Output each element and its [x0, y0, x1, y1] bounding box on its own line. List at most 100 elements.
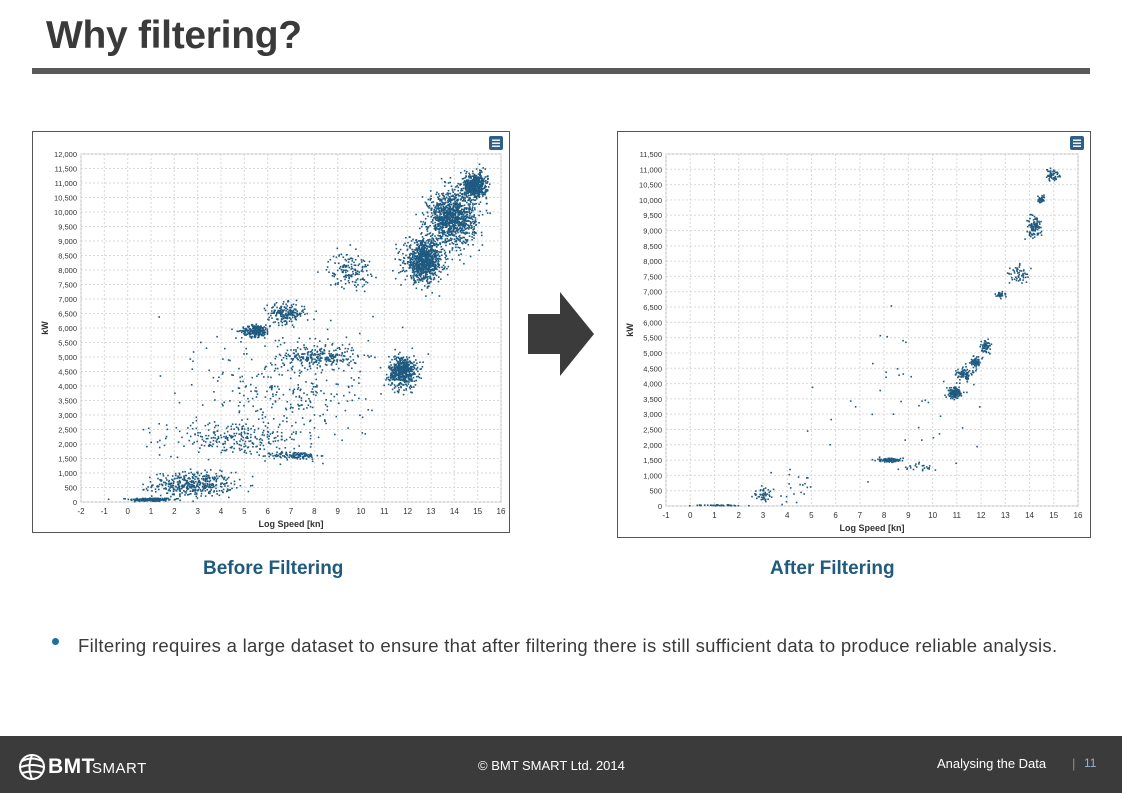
data-point — [285, 408, 288, 411]
data-point — [267, 452, 269, 455]
data-point — [466, 232, 468, 234]
data-point — [412, 275, 414, 277]
data-point — [455, 217, 458, 220]
data-point — [403, 384, 405, 386]
data-point — [428, 249, 430, 252]
data-point — [276, 312, 278, 315]
data-point — [167, 483, 170, 485]
data-point — [411, 347, 414, 350]
data-point — [269, 443, 272, 445]
data-point — [471, 207, 474, 210]
data-point — [285, 453, 287, 455]
data-point — [331, 354, 333, 356]
data-point — [425, 260, 428, 262]
data-point — [444, 251, 447, 254]
data-point — [300, 388, 302, 391]
data-point — [207, 480, 209, 482]
data-point — [462, 181, 465, 184]
data-point — [336, 354, 339, 356]
data-point — [473, 184, 476, 187]
data-point — [261, 434, 264, 436]
data-point — [469, 213, 471, 215]
data-point — [152, 484, 154, 486]
data-point — [290, 367, 293, 369]
data-point — [461, 227, 464, 229]
data-point — [193, 486, 195, 489]
data-point — [250, 330, 252, 333]
data-point — [412, 372, 415, 375]
data-point — [439, 199, 441, 202]
data-point — [290, 349, 292, 351]
data-point — [348, 362, 351, 364]
data-point — [332, 361, 335, 363]
data-point — [255, 390, 258, 392]
data-point — [286, 308, 289, 311]
data-point — [464, 224, 467, 227]
data-point — [357, 284, 359, 286]
data-point — [344, 266, 346, 268]
data-point — [230, 428, 233, 430]
data-point — [428, 207, 430, 209]
data-point — [410, 258, 413, 261]
data-point — [275, 355, 277, 358]
data-point — [401, 374, 404, 376]
data-point — [445, 206, 447, 208]
data-point — [404, 278, 407, 281]
data-point — [456, 226, 458, 229]
data-point — [213, 491, 215, 493]
data-point — [223, 477, 225, 480]
data-point — [264, 425, 267, 427]
data-point — [472, 209, 474, 212]
grid-lines — [80, 153, 502, 503]
data-point — [412, 264, 415, 266]
data-point — [342, 256, 345, 258]
data-point — [323, 392, 325, 395]
data-point — [451, 198, 454, 201]
data-point — [441, 219, 443, 221]
data-point — [213, 426, 216, 429]
data-point — [361, 285, 364, 288]
data-point — [249, 450, 251, 453]
data-point — [393, 384, 396, 386]
data-point — [285, 322, 288, 325]
data-point — [202, 486, 204, 489]
data-point — [448, 210, 450, 212]
data-point — [344, 275, 346, 278]
data-point — [218, 441, 221, 443]
data-point — [393, 363, 396, 365]
data-point — [401, 365, 403, 367]
data-point — [147, 498, 149, 501]
data-point — [240, 434, 242, 436]
data-point — [326, 266, 329, 268]
data-point — [438, 270, 441, 273]
data-point — [438, 195, 441, 197]
data-point — [354, 281, 356, 283]
data-point — [142, 483, 144, 486]
data-point — [146, 489, 149, 492]
data-point — [342, 355, 345, 357]
data-point — [474, 180, 477, 182]
data-point — [261, 333, 263, 336]
data-point — [439, 257, 441, 260]
data-point — [424, 250, 426, 253]
data-point — [391, 372, 394, 374]
data-point — [400, 378, 402, 381]
data-point — [246, 432, 249, 435]
data-point — [465, 190, 468, 193]
data-point — [398, 258, 400, 261]
data-point — [427, 256, 429, 259]
data-point — [288, 355, 290, 357]
data-point — [302, 456, 305, 458]
data-point — [304, 455, 307, 457]
data-point — [402, 356, 405, 358]
data-point — [474, 186, 476, 189]
data-point — [464, 211, 466, 213]
data-point — [400, 362, 403, 364]
data-point — [456, 193, 458, 196]
data-point — [411, 368, 413, 371]
data-point — [223, 432, 226, 435]
data-point — [318, 362, 320, 364]
data-point — [331, 368, 334, 371]
data-point — [320, 390, 322, 392]
data-point — [460, 205, 463, 208]
